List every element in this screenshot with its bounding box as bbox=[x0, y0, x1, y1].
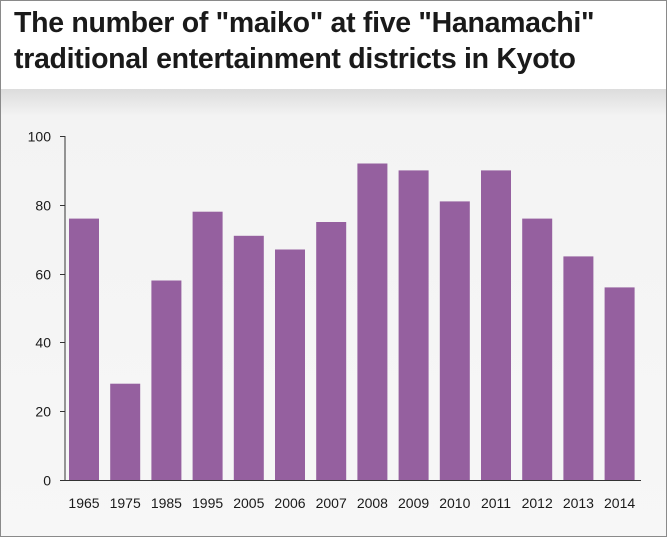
bar-1985 bbox=[151, 280, 182, 480]
bar-2006 bbox=[275, 249, 305, 480]
bars bbox=[69, 163, 635, 480]
bar-2014 bbox=[604, 287, 635, 480]
y-tick-label: 20 bbox=[35, 404, 51, 420]
x-tick-label: 2009 bbox=[398, 495, 429, 511]
chart-title: The number of "maiko" at five "Hanamachi… bbox=[1, 1, 666, 89]
x-axis: 1965 1975 1985 1995 2005 2006 2007 2008 2009 2010… bbox=[65, 480, 641, 511]
bar-2011 bbox=[481, 170, 511, 480]
x-tick-label: 1965 bbox=[68, 495, 99, 511]
x-tick-label: 1995 bbox=[192, 495, 223, 511]
x-tick-label: 2008 bbox=[357, 495, 388, 511]
y-tick-label: 40 bbox=[35, 335, 51, 351]
bar-2007 bbox=[316, 222, 347, 480]
chart-title-line-2: traditional entertainment districts in K… bbox=[14, 43, 576, 75]
bar-2012 bbox=[522, 218, 553, 480]
x-tick-label: 2012 bbox=[522, 495, 553, 511]
x-tick-label: 2006 bbox=[274, 495, 305, 511]
bar-2009 bbox=[398, 170, 429, 480]
bar-2005 bbox=[233, 235, 264, 480]
y-tick-label: 60 bbox=[35, 267, 51, 283]
x-tick-label: 2010 bbox=[439, 495, 470, 511]
x-tick-label: 2007 bbox=[316, 495, 347, 511]
bar-1975 bbox=[110, 383, 141, 480]
chart-title-line-1: The number of "maiko" at five "Hanamachi… bbox=[14, 7, 595, 39]
x-tick-label: 1975 bbox=[110, 495, 141, 511]
y-axis: 0 20 40 60 80 100 bbox=[28, 129, 66, 489]
x-tick-label: 1985 bbox=[151, 495, 182, 511]
bar-2013 bbox=[563, 256, 594, 480]
x-tick-label: 2013 bbox=[563, 495, 594, 511]
x-tick-label: 2005 bbox=[233, 495, 264, 511]
bar-1995 bbox=[192, 211, 223, 480]
x-tick-label: 2014 bbox=[604, 495, 635, 511]
y-tick-label: 100 bbox=[28, 129, 52, 145]
y-tick-label: 0 bbox=[43, 473, 51, 489]
x-tick-label: 2011 bbox=[481, 495, 511, 511]
y-tick-label: 80 bbox=[35, 198, 51, 214]
bar-1965 bbox=[69, 218, 99, 480]
bar-2010 bbox=[439, 201, 470, 480]
bar-2008 bbox=[357, 163, 388, 480]
